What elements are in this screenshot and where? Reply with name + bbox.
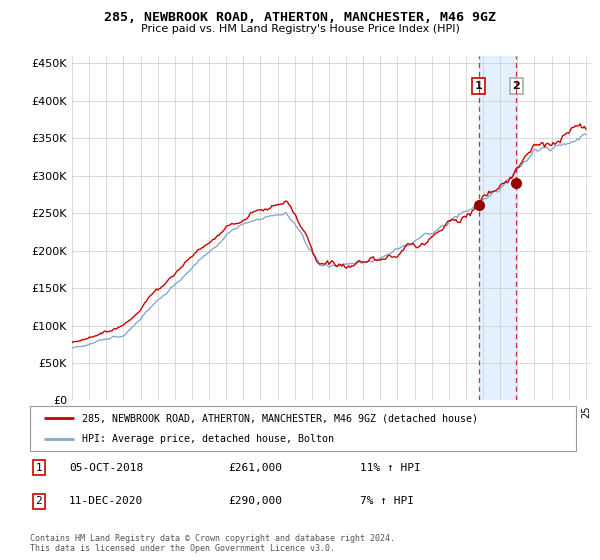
Text: Price paid vs. HM Land Registry's House Price Index (HPI): Price paid vs. HM Land Registry's House … [140, 24, 460, 34]
Text: 05-OCT-2018: 05-OCT-2018 [69, 463, 143, 473]
Text: £290,000: £290,000 [228, 496, 282, 506]
Text: £261,000: £261,000 [228, 463, 282, 473]
Text: 1: 1 [475, 81, 482, 91]
FancyBboxPatch shape [30, 406, 576, 451]
Text: 11-DEC-2020: 11-DEC-2020 [69, 496, 143, 506]
Text: 2: 2 [35, 496, 43, 506]
Text: Contains HM Land Registry data © Crown copyright and database right 2024.
This d: Contains HM Land Registry data © Crown c… [30, 534, 395, 553]
Text: 7% ↑ HPI: 7% ↑ HPI [360, 496, 414, 506]
Text: 285, NEWBROOK ROAD, ATHERTON, MANCHESTER, M46 9GZ (detached house): 285, NEWBROOK ROAD, ATHERTON, MANCHESTER… [82, 413, 478, 423]
Text: 11% ↑ HPI: 11% ↑ HPI [360, 463, 421, 473]
Text: 285, NEWBROOK ROAD, ATHERTON, MANCHESTER, M46 9GZ: 285, NEWBROOK ROAD, ATHERTON, MANCHESTER… [104, 11, 496, 24]
Text: 2: 2 [512, 81, 520, 91]
Text: 1: 1 [35, 463, 43, 473]
Text: HPI: Average price, detached house, Bolton: HPI: Average price, detached house, Bolt… [82, 433, 334, 444]
Bar [479, 56, 517, 400]
